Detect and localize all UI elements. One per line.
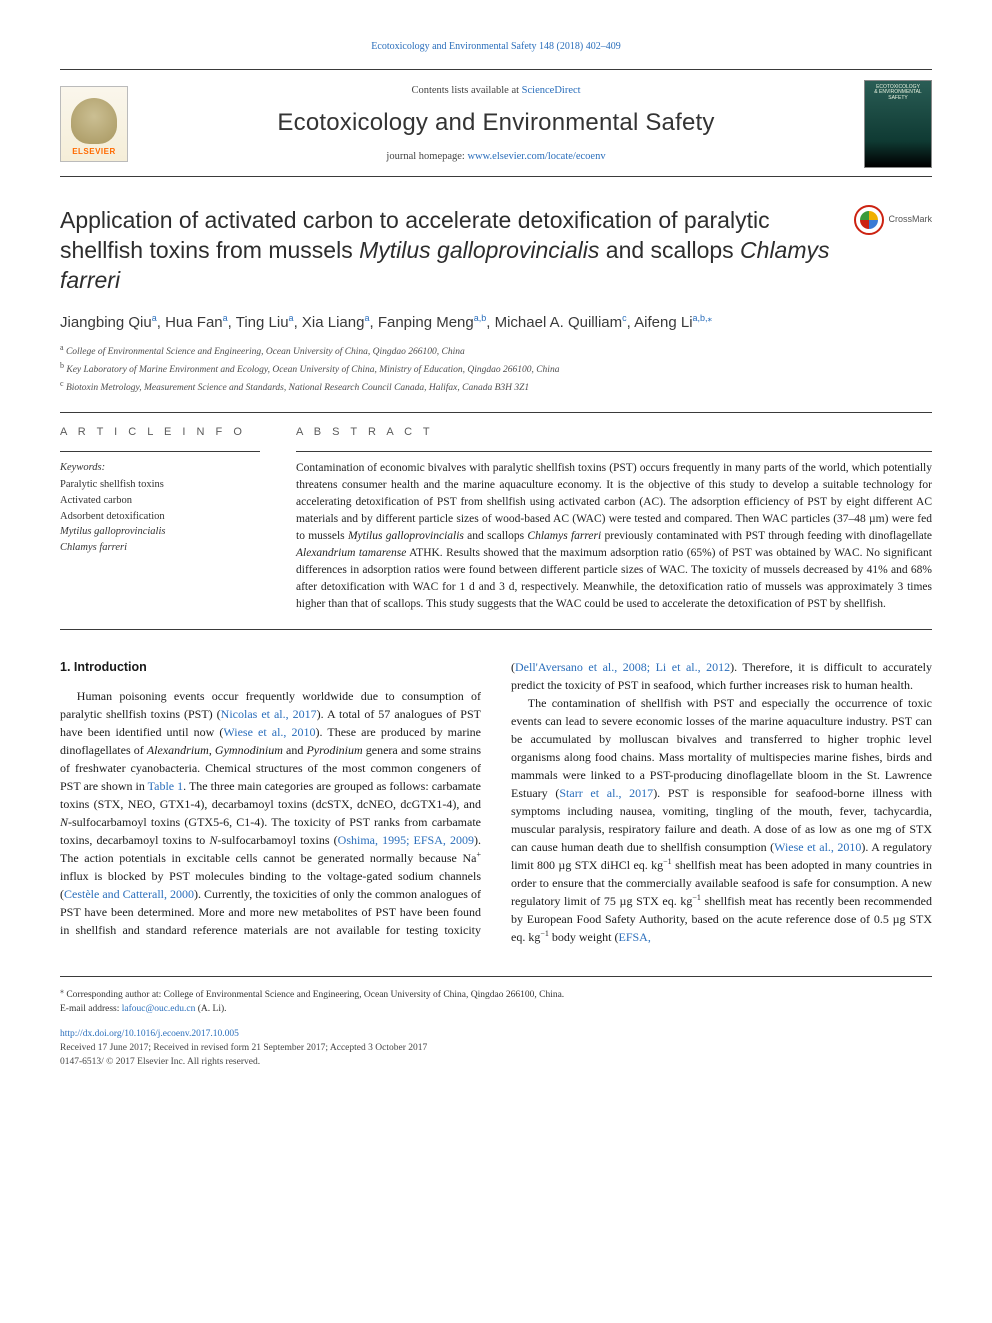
keyword: Chlamys farreri: [60, 540, 260, 556]
affil-link[interactable]: c: [622, 313, 627, 323]
affil-link[interactable]: a,b,: [693, 313, 708, 323]
affil-row: c Biotoxin Metrology, Measurement Scienc…: [60, 378, 932, 396]
crossmark-label: CrossMark: [888, 213, 932, 226]
article-info-heading: A R T I C L E I N F O: [60, 425, 260, 441]
author: Xia Lianga: [302, 314, 370, 331]
divider: [60, 412, 932, 413]
title-seg-1: and scallops: [599, 237, 740, 263]
title-italic-0: Mytilus galloprovincialis: [359, 237, 599, 263]
author: Fanping Menga,b: [378, 314, 486, 331]
sciencedirect-link[interactable]: ScienceDirect: [522, 85, 581, 96]
journal-cover-thumb: ECOTOXICOLOGY & ENVIRONMENTAL SAFETY: [864, 80, 932, 168]
crossmark-badge[interactable]: CrossMark: [854, 205, 932, 235]
keyword: Mytilus galloprovincialis: [60, 524, 260, 540]
doi-line: http://dx.doi.org/10.1016/j.ecoenv.2017.…: [60, 1027, 932, 1041]
affil-link[interactable]: a: [364, 313, 369, 323]
section-heading: 1. Introduction: [60, 658, 481, 677]
cite-link[interactable]: Dell'Aversano et al., 2008; Li et al., 2…: [515, 660, 730, 674]
cite-link[interactable]: Starr et al., 2017: [559, 786, 653, 800]
author-list: Jiangbing Qiua, Hua Fana, Ting Liua, Xia…: [60, 312, 932, 335]
affil-link[interactable]: a,b: [474, 313, 487, 323]
homepage-prefix: journal homepage:: [386, 151, 467, 162]
affiliations: a College of Environmental Science and E…: [60, 342, 932, 396]
issn-line: 0147-6513/ © 2017 Elsevier Inc. All righ…: [60, 1055, 932, 1069]
elsevier-tree-icon: [71, 98, 117, 144]
divider: [60, 629, 932, 630]
table-link[interactable]: Table 1: [148, 779, 184, 793]
doi-link[interactable]: http://dx.doi.org/10.1016/j.ecoenv.2017.…: [60, 1029, 239, 1039]
abstract-text: Contamination of economic bivalves with …: [296, 460, 932, 613]
journal-header: ELSEVIER Contents lists available at Sci…: [60, 69, 932, 177]
affil-link[interactable]: a: [152, 313, 157, 323]
cite-link[interactable]: Cestèle and Catterall, 2000: [64, 887, 194, 901]
journal-name: Ecotoxicology and Environmental Safety: [142, 106, 850, 141]
paragraph: The contamination of shellfish with PST …: [511, 694, 932, 946]
keyword: Paralytic shellfish toxins: [60, 477, 260, 493]
divider: [296, 451, 932, 452]
keywords-label: Keywords:: [60, 460, 260, 475]
contents-line: Contents lists available at ScienceDirec…: [142, 83, 850, 98]
email-line: E-mail address: lafouc@ouc.edu.cn (A. Li…: [60, 1002, 932, 1016]
affil-link[interactable]: a: [223, 313, 228, 323]
author: Jiangbing Qiua: [60, 314, 157, 331]
top-citation: Ecotoxicology and Environmental Safety 1…: [60, 40, 932, 55]
corr-author-note: ⁎ Corresponding author at: College of En…: [60, 985, 932, 1002]
elsevier-label: ELSEVIER: [72, 146, 116, 161]
affil-link[interactable]: a: [289, 313, 294, 323]
author: Ting Liua: [236, 314, 294, 331]
crossmark-icon: [854, 205, 884, 235]
affil-row: b Key Laboratory of Marine Environment a…: [60, 360, 932, 378]
contents-prefix: Contents lists available at: [411, 85, 521, 96]
abstract-heading: A B S T R A C T: [296, 425, 932, 441]
keywords-list: Paralytic shellfish toxins Activated car…: [60, 477, 260, 556]
author: Aifeng Lia,b,⁎: [634, 314, 712, 331]
page-footer: ⁎ Corresponding author at: College of En…: [60, 976, 932, 1069]
homepage-line: journal homepage: www.elsevier.com/locat…: [142, 149, 850, 164]
author: Michael A. Quilliamc: [495, 314, 627, 331]
cite-link[interactable]: Wiese et al., 2010: [774, 840, 861, 854]
journal-homepage-link[interactable]: www.elsevier.com/locate/ecoenv: [467, 151, 605, 162]
cite-link[interactable]: Oshima, 1995; EFSA, 2009: [338, 833, 474, 847]
cover-title-2: & ENVIRONMENTAL SAFETY: [865, 90, 931, 101]
keyword: Adsorbent detoxification: [60, 509, 260, 525]
divider: [60, 451, 260, 452]
affil-row: a College of Environmental Science and E…: [60, 342, 932, 360]
corr-link[interactable]: ⁎: [708, 313, 713, 323]
history-line: Received 17 June 2017; Received in revis…: [60, 1041, 932, 1055]
email-link[interactable]: lafouc@ouc.edu.cn: [122, 1004, 196, 1014]
keyword: Activated carbon: [60, 493, 260, 509]
cite-link[interactable]: Nicolas et al., 2017: [221, 707, 317, 721]
elsevier-logo: ELSEVIER: [60, 86, 128, 162]
cite-link[interactable]: EFSA,: [619, 930, 651, 944]
author: Hua Fana: [165, 314, 228, 331]
paper-title: Application of activated carbon to accel…: [60, 205, 834, 296]
cite-link[interactable]: Wiese et al., 2010: [223, 725, 315, 739]
body-text: 1. Introduction Human poisoning events o…: [60, 658, 932, 946]
